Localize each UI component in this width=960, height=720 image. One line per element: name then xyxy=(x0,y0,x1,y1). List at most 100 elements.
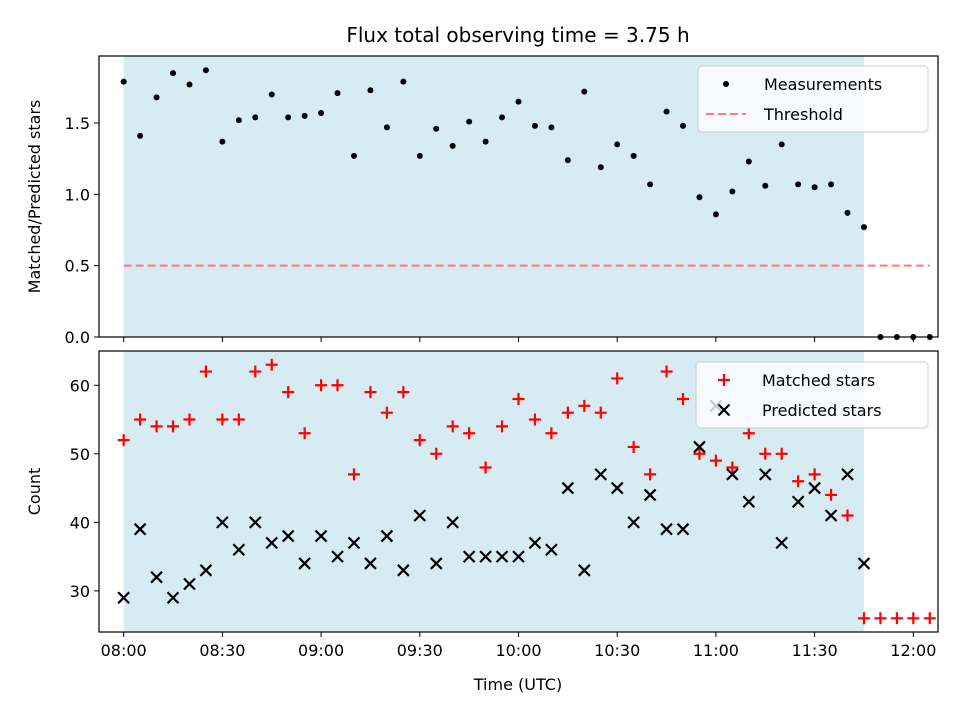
data-point xyxy=(449,142,456,149)
data-point xyxy=(150,570,163,584)
data-point xyxy=(170,70,177,77)
data-point xyxy=(413,434,426,447)
data-point xyxy=(726,461,739,474)
y-tick-label: 0.0 xyxy=(65,328,90,347)
data-point xyxy=(515,98,522,105)
data-point xyxy=(301,112,308,119)
x-tick-label: 08:30 xyxy=(199,641,245,660)
data-point xyxy=(676,522,690,536)
data-point xyxy=(726,468,739,481)
x-tick-label: 10:00 xyxy=(495,641,541,660)
data-point xyxy=(860,224,867,231)
data-point xyxy=(331,379,344,392)
data-point xyxy=(232,543,246,557)
data-point xyxy=(811,184,818,191)
axes-frame xyxy=(98,55,939,338)
y-tick-label: 0.5 xyxy=(65,257,90,276)
data-point xyxy=(528,413,541,426)
data-point xyxy=(298,557,311,570)
data-point xyxy=(775,447,788,460)
y-tick-label: 30 xyxy=(70,582,90,601)
data-point xyxy=(610,481,624,495)
legend-box xyxy=(695,361,929,429)
data-point xyxy=(742,495,756,509)
data-point xyxy=(252,114,259,121)
data-point xyxy=(183,413,196,426)
data-point xyxy=(334,90,341,97)
data-point xyxy=(117,591,130,605)
data-point xyxy=(350,152,357,159)
data-point xyxy=(778,141,785,148)
data-point xyxy=(630,152,637,159)
data-point xyxy=(216,413,229,426)
data-point xyxy=(578,564,591,577)
data-point xyxy=(660,365,673,378)
data-point xyxy=(841,509,854,522)
data-point xyxy=(235,117,242,124)
data-point xyxy=(462,550,476,563)
data-point xyxy=(479,461,492,474)
legend: Measurements Threshold xyxy=(697,65,929,133)
data-point xyxy=(808,468,821,481)
data-point xyxy=(479,550,492,563)
data-point xyxy=(199,365,212,378)
data-point xyxy=(923,612,936,625)
data-point xyxy=(663,108,670,115)
data-point xyxy=(364,557,377,570)
data-point xyxy=(265,536,279,550)
data-point xyxy=(202,67,209,74)
data-point xyxy=(762,182,769,189)
data-point xyxy=(499,114,506,121)
data-point xyxy=(578,399,591,412)
data-point xyxy=(627,440,640,453)
data-point xyxy=(841,468,854,481)
data-point xyxy=(413,509,427,522)
data-point xyxy=(482,138,489,145)
data-point xyxy=(446,420,459,433)
data-point xyxy=(380,406,393,419)
data-point xyxy=(545,543,558,557)
data-point xyxy=(795,181,802,188)
legend-box xyxy=(697,65,929,133)
data-point xyxy=(758,468,772,481)
data-point xyxy=(512,550,525,563)
data-point xyxy=(133,522,147,536)
data-point xyxy=(627,516,640,529)
data-point xyxy=(545,427,558,440)
data-point xyxy=(792,475,805,488)
data-point xyxy=(561,481,575,495)
data-point xyxy=(347,536,361,550)
data-point xyxy=(137,132,144,139)
data-point xyxy=(828,181,835,188)
data-point xyxy=(134,413,147,426)
data-point xyxy=(495,550,509,563)
data-point xyxy=(216,516,229,529)
data-point xyxy=(397,564,410,577)
x-tick-label: 12:00 xyxy=(890,641,936,660)
data-point xyxy=(429,557,443,570)
data-point xyxy=(265,358,278,371)
data-point xyxy=(611,372,624,385)
data-point xyxy=(186,81,193,88)
data-point xyxy=(150,420,163,433)
legend-marker xyxy=(718,374,730,386)
data-point xyxy=(693,440,706,454)
x-tick-label: 11:30 xyxy=(792,641,838,660)
data-point xyxy=(496,420,509,433)
data-point xyxy=(531,122,538,129)
data-point xyxy=(166,591,180,605)
data-point xyxy=(791,495,805,509)
x-tick-label: 11:00 xyxy=(693,641,739,660)
data-point xyxy=(219,138,226,145)
data-point xyxy=(318,110,325,117)
data-point xyxy=(183,577,196,591)
legend-label: Matched stars xyxy=(762,371,875,390)
data-point xyxy=(416,152,423,159)
data-point xyxy=(433,125,440,132)
data-point xyxy=(548,124,555,131)
axes-frame xyxy=(98,350,939,633)
data-point xyxy=(331,550,344,563)
data-point xyxy=(367,87,374,94)
data-point xyxy=(759,447,772,460)
data-point xyxy=(466,118,473,125)
